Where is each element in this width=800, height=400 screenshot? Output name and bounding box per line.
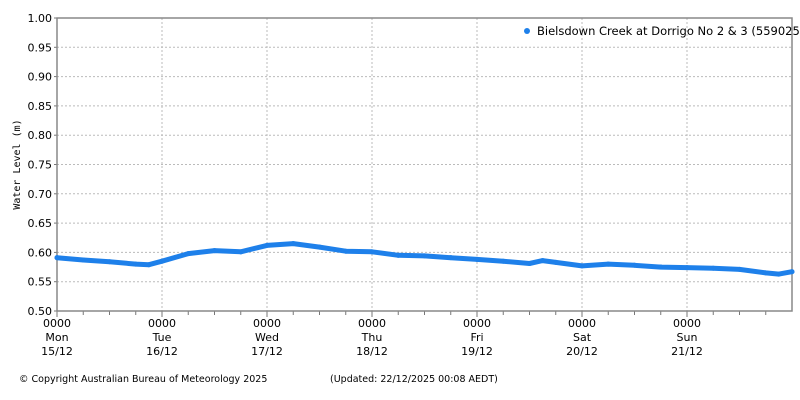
data-point xyxy=(658,264,664,270)
x-tick-label: 20/12 xyxy=(566,345,598,358)
x-tick-label: 21/12 xyxy=(671,345,703,358)
y-tick-label: 0.80 xyxy=(28,129,53,142)
x-tick-label: 18/12 xyxy=(356,345,388,358)
data-point xyxy=(159,258,165,264)
x-tick-label: 16/12 xyxy=(146,345,178,358)
data-point xyxy=(500,258,506,264)
y-tick-label: 0.90 xyxy=(28,71,53,84)
data-point xyxy=(264,242,270,248)
x-tick-label: Wed xyxy=(255,331,279,344)
data-point xyxy=(553,259,559,265)
data-point xyxy=(632,262,637,268)
data-point xyxy=(763,270,769,276)
data-point xyxy=(776,271,782,277)
data-point xyxy=(107,259,112,265)
x-tick-label: 0000 xyxy=(568,317,596,330)
data-point xyxy=(422,253,427,259)
x-tick-label: 17/12 xyxy=(251,345,283,358)
data-point xyxy=(80,257,86,263)
y-tick-label: 0.95 xyxy=(28,41,53,54)
series-line xyxy=(54,241,795,277)
data-point xyxy=(54,255,60,261)
x-tick-label: 19/12 xyxy=(461,345,493,358)
data-point xyxy=(343,248,349,254)
x-tick-label: Mon xyxy=(45,331,68,344)
data-point xyxy=(527,261,532,267)
x-tick-label: 0000 xyxy=(148,317,176,330)
updated-text: (Updated: 22/12/2025 00:08 AEDT) xyxy=(330,374,498,385)
data-point xyxy=(317,244,322,250)
data-point xyxy=(212,248,217,254)
data-point xyxy=(369,249,375,255)
x-tick-label: Fri xyxy=(470,331,483,344)
data-point xyxy=(579,263,585,269)
plot-frame xyxy=(56,17,793,312)
y-tick-label: 0.65 xyxy=(28,217,53,230)
y-tick-label: 0.75 xyxy=(28,159,53,172)
data-point xyxy=(737,266,742,272)
data-point xyxy=(684,265,690,271)
data-point xyxy=(395,252,401,258)
data-point xyxy=(789,269,795,275)
x-tick-label: 0000 xyxy=(673,317,701,330)
data-point xyxy=(448,255,454,261)
data-point xyxy=(474,256,480,262)
data-point xyxy=(133,261,139,267)
data-point xyxy=(238,249,244,255)
x-tick-label: Sun xyxy=(677,331,698,344)
data-point xyxy=(290,241,296,247)
x-tick-label: Thu xyxy=(361,331,383,344)
y-tick-label: 1.00 xyxy=(28,12,53,25)
data-point xyxy=(710,265,716,271)
legend-label: Bielsdown Creek at Dorrigo No 2 & 3 (559… xyxy=(537,24,800,38)
y-tick-label: 0.85 xyxy=(28,100,53,113)
legend-marker xyxy=(524,28,530,34)
x-tick-label: Tue xyxy=(152,331,172,344)
data-point xyxy=(146,262,152,268)
x-tick-label: 0000 xyxy=(43,317,71,330)
y-axis-label: Water Level (m) xyxy=(12,119,23,209)
data-point xyxy=(605,261,611,267)
data-point xyxy=(540,258,546,264)
x-tick-label: Sat xyxy=(573,331,592,344)
y-tick-label: 0.60 xyxy=(28,246,53,259)
y-tick-label: 0.50 xyxy=(28,305,53,318)
x-tick-label: 0000 xyxy=(463,317,491,330)
y-tick-label: 0.70 xyxy=(28,188,53,201)
copyright-text: © Copyright Australian Bureau of Meteoro… xyxy=(19,374,268,385)
y-tick-label: 0.55 xyxy=(28,276,53,289)
x-tick-label: 0000 xyxy=(253,317,281,330)
x-tick-label: 15/12 xyxy=(41,345,73,358)
x-tick-label: 0000 xyxy=(358,317,386,330)
data-point xyxy=(185,251,191,257)
